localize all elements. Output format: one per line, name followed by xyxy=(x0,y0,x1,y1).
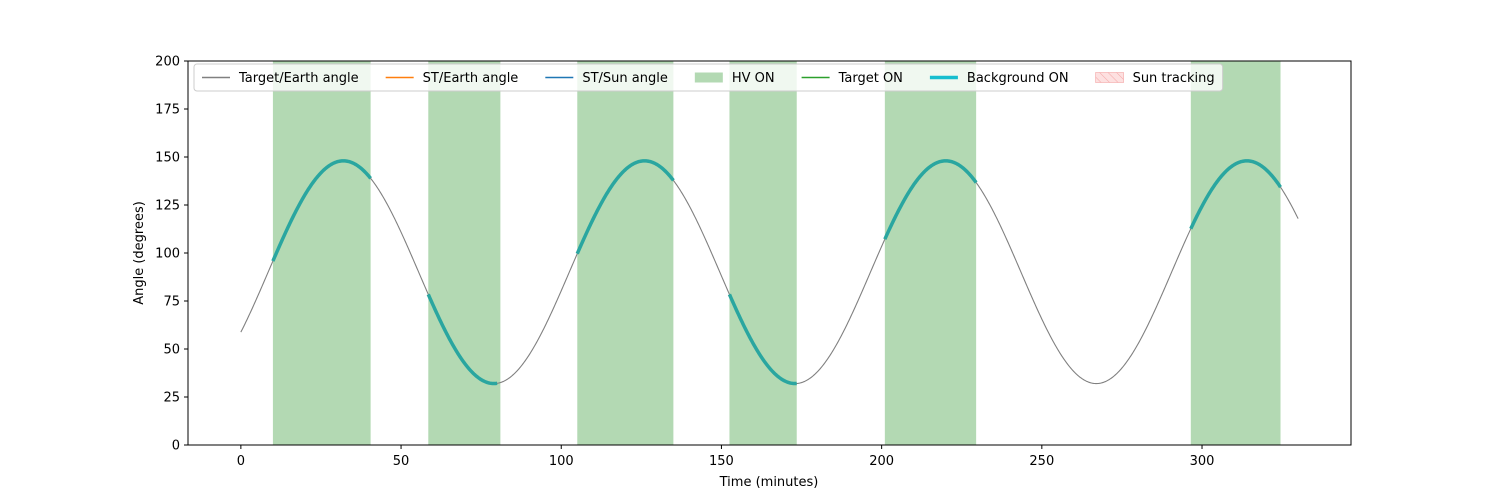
legend-item-sun-tracking: Sun tracking xyxy=(1095,71,1215,86)
legend-item-st-earth: ST/Earth angle xyxy=(385,71,519,86)
background-on-segment-4 xyxy=(883,159,978,240)
y-tick-label-125: 125 xyxy=(155,199,180,214)
y-tick-label-50: 50 xyxy=(163,343,180,358)
y-tick-label-25: 25 xyxy=(163,391,180,406)
hv-on-region-5 xyxy=(1190,61,1281,445)
legend-swatch-sun-tracking xyxy=(1095,72,1124,83)
y-tick-label-175: 175 xyxy=(155,103,180,118)
legend-label-st-earth: ST/Earth angle xyxy=(423,71,519,86)
hv-on-region-1 xyxy=(428,61,501,445)
series-lines xyxy=(240,159,1299,386)
hv-on-region-3 xyxy=(729,61,797,445)
x-tick-label-300: 300 xyxy=(1190,454,1215,469)
hv-on-region-0 xyxy=(272,61,371,445)
legend-label-hv-on: HV ON xyxy=(732,71,775,86)
y-tick-label-75: 75 xyxy=(163,295,180,310)
y-axis-label: Angle (degrees) xyxy=(132,201,147,305)
y-tick-label-0: 0 xyxy=(172,439,180,454)
background-on-segment-3 xyxy=(727,293,797,386)
legend-label-st-sun: ST/Sun angle xyxy=(582,71,668,86)
hv-on-region-4 xyxy=(884,61,977,445)
x-tick-label-200: 200 xyxy=(869,454,894,469)
x-tick-label-50: 50 xyxy=(393,454,410,469)
x-axis: 0 50 100 150 200 250 300 xyxy=(237,445,1215,469)
y-tick-label-150: 150 xyxy=(155,151,180,166)
background-on-segment-5 xyxy=(1189,159,1282,230)
hv-on-regions xyxy=(272,61,1281,445)
x-tick-label-250: 250 xyxy=(1029,454,1054,469)
legend-label-target-on: Target ON xyxy=(838,71,903,86)
legend-label-target-earth: Target/Earth angle xyxy=(238,71,359,86)
legend-item-st-sun: ST/Sun angle xyxy=(545,71,668,86)
x-tick-label-100: 100 xyxy=(549,454,574,469)
legend-label-sun-tracking: Sun tracking xyxy=(1133,71,1215,86)
legend-item-background-on-legend: Background ON xyxy=(929,71,1069,86)
legend: Target/Earth angle ST/Earth angle ST/Sun a… xyxy=(193,63,1224,92)
y-tick-label-100: 100 xyxy=(155,247,180,262)
x-tick-label-0: 0 xyxy=(237,454,245,469)
background-on-segment-2 xyxy=(575,159,675,255)
legend-swatch-hv-on xyxy=(694,72,723,83)
legend-item-target-earth: Target/Earth angle xyxy=(202,71,359,86)
legend-item-hv-on: HV ON xyxy=(694,71,775,86)
hv-on-region-2 xyxy=(577,61,674,445)
background-on-segment-1 xyxy=(426,293,498,386)
x-tick-label-150: 150 xyxy=(709,454,734,469)
y-axis: 0 25 50 75 100 125 150 175 200 xyxy=(155,55,188,454)
legend-item-target-on: Target ON xyxy=(801,71,903,86)
x-axis-label: Time (minutes) xyxy=(719,475,819,490)
background-on-segment-0 xyxy=(271,159,372,262)
y-tick-label-200: 200 xyxy=(155,55,180,70)
legend-label-background-on-legend: Background ON xyxy=(967,71,1069,86)
